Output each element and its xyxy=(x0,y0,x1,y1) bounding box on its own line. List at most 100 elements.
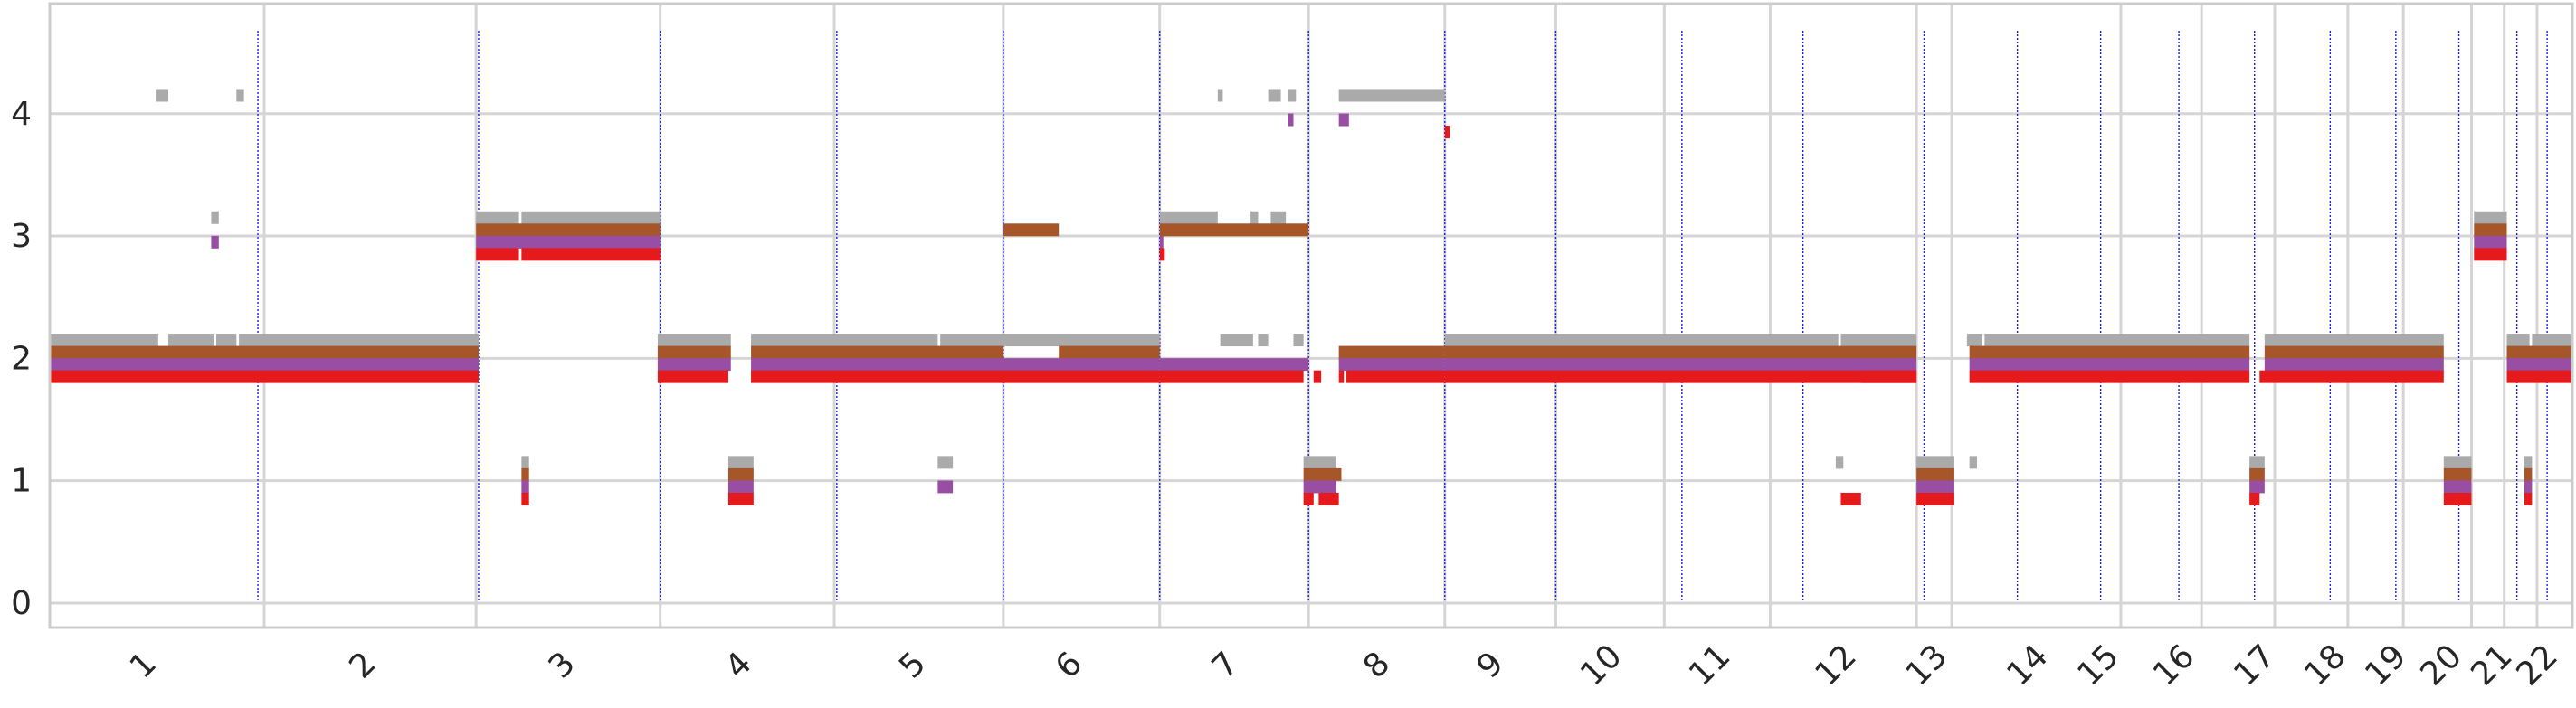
x-tick-10: 10 xyxy=(1573,637,1629,693)
x-tick-15: 15 xyxy=(2070,637,2125,693)
gray-segment-6 xyxy=(211,211,219,224)
gray-segment-21 xyxy=(1338,89,1445,102)
gray-segment-34 xyxy=(2264,334,2444,347)
red-segment-14 xyxy=(1346,370,1445,383)
gray-segment-10 xyxy=(657,334,731,347)
y-tick-4: 4 xyxy=(11,96,32,133)
purple-segment-10 xyxy=(1288,113,1294,127)
segments-layer xyxy=(50,89,2572,505)
brown-segment-19 xyxy=(2524,467,2533,481)
brown-segment-1 xyxy=(476,223,661,237)
plot-frame xyxy=(48,2,2574,629)
purple-segment-1 xyxy=(211,235,219,249)
x-tick-19: 19 xyxy=(2358,637,2413,693)
gray-segment-19 xyxy=(1268,89,1281,102)
purple-segment-16 xyxy=(1969,358,2250,372)
purple-segment-2 xyxy=(476,235,661,249)
gray-segment-35 xyxy=(2443,456,2472,469)
red-segment-6 xyxy=(751,370,1160,383)
red-segment-1 xyxy=(476,248,519,261)
red-segment-17 xyxy=(1969,370,2250,383)
y-tick-0: 0 xyxy=(11,585,32,622)
red-segment-9 xyxy=(1303,492,1314,505)
purple-segment-14 xyxy=(1444,358,1917,372)
purple-segment-15 xyxy=(1916,480,1954,494)
x-tick-7: 7 xyxy=(1205,645,1246,685)
x-tick-17: 17 xyxy=(2227,637,2282,693)
brown-segment-5 xyxy=(751,345,1003,359)
gray-segment-7 xyxy=(476,211,519,224)
gray-segment-33 xyxy=(2249,456,2265,469)
brown-segment-2 xyxy=(521,467,529,481)
purple-segment-11 xyxy=(1303,480,1336,494)
gray-segment-11 xyxy=(727,456,754,469)
gray-segment-14 xyxy=(937,456,954,469)
red-segment-2 xyxy=(521,248,661,261)
gray-segment-4 xyxy=(156,89,169,102)
x-tick-22: 22 xyxy=(2510,637,2565,693)
gray-segment-5 xyxy=(236,89,244,102)
red-segment-15 xyxy=(1444,370,1917,383)
x-tick-3: 3 xyxy=(542,645,583,685)
brown-segment-0 xyxy=(50,345,479,359)
brown-segment-7 xyxy=(1059,345,1160,359)
brown-segment-9 xyxy=(1303,467,1342,481)
red-segment-18 xyxy=(2249,492,2260,505)
gray-segment-31 xyxy=(1984,334,2250,347)
gray-segment-32 xyxy=(1969,456,1978,469)
gray-segment-13 xyxy=(940,334,1160,347)
red-segment-22 xyxy=(2506,370,2572,383)
gray-segment-2 xyxy=(216,334,237,347)
red-segment-8 xyxy=(1159,370,1304,383)
x-tick-9: 9 xyxy=(1470,645,1511,685)
gray-segment-36 xyxy=(2474,211,2507,224)
gray-segment-0 xyxy=(50,334,158,347)
gray-segment-8 xyxy=(521,211,661,224)
brown-segment-14 xyxy=(2249,467,2265,481)
y-tick-1: 1 xyxy=(11,463,32,500)
y-tick-3: 3 xyxy=(11,218,32,255)
brown-segment-3 xyxy=(657,345,731,359)
gray-segment-1 xyxy=(168,334,214,347)
gray-segment-9 xyxy=(521,456,529,469)
purple-segment-22 xyxy=(2524,480,2533,494)
red-segment-12 xyxy=(1338,370,1345,383)
purple-segment-18 xyxy=(2264,358,2444,372)
red-segment-10 xyxy=(1313,370,1322,383)
brown-segment-12 xyxy=(1916,467,1954,481)
purple-segment-3 xyxy=(521,480,529,494)
gray-segment-22 xyxy=(1220,334,1253,347)
gray-segment-30 xyxy=(1966,334,1982,347)
brown-segment-8 xyxy=(1159,223,1309,237)
brown-segment-13 xyxy=(1969,345,2250,359)
purple-segment-21 xyxy=(2506,358,2572,372)
gray-segment-3 xyxy=(239,334,479,347)
brown-segment-16 xyxy=(2443,467,2472,481)
brown-segment-10 xyxy=(1338,345,1445,359)
red-segment-4 xyxy=(657,370,728,383)
gray-segment-27 xyxy=(1840,334,1917,347)
brown-segment-11 xyxy=(1444,345,1917,359)
brown-segment-18 xyxy=(2506,345,2572,359)
x-tick-4: 4 xyxy=(718,645,759,685)
brown-segment-15 xyxy=(2264,345,2444,359)
purple-segment-6 xyxy=(751,358,1160,372)
red-segment-16 xyxy=(1916,492,1954,505)
red-segment-25 xyxy=(1860,370,1917,383)
x-tick-1: 1 xyxy=(123,645,164,685)
gray-segment-20 xyxy=(1288,89,1297,102)
gray-segment-39 xyxy=(2524,456,2533,469)
brown-segment-6 xyxy=(1003,223,1060,237)
brown-segment-4 xyxy=(727,467,754,481)
red-segment-20 xyxy=(2443,492,2472,505)
purple-segment-9 xyxy=(1159,358,1309,372)
red-segment-21 xyxy=(2474,248,2507,261)
red-segment-0 xyxy=(50,370,479,383)
purple-segment-5 xyxy=(727,480,754,494)
x-tick-20: 20 xyxy=(2414,637,2469,693)
gray-segment-38 xyxy=(2532,334,2572,347)
purple-segment-20 xyxy=(2474,235,2507,249)
x-tick-16: 16 xyxy=(2146,637,2201,693)
